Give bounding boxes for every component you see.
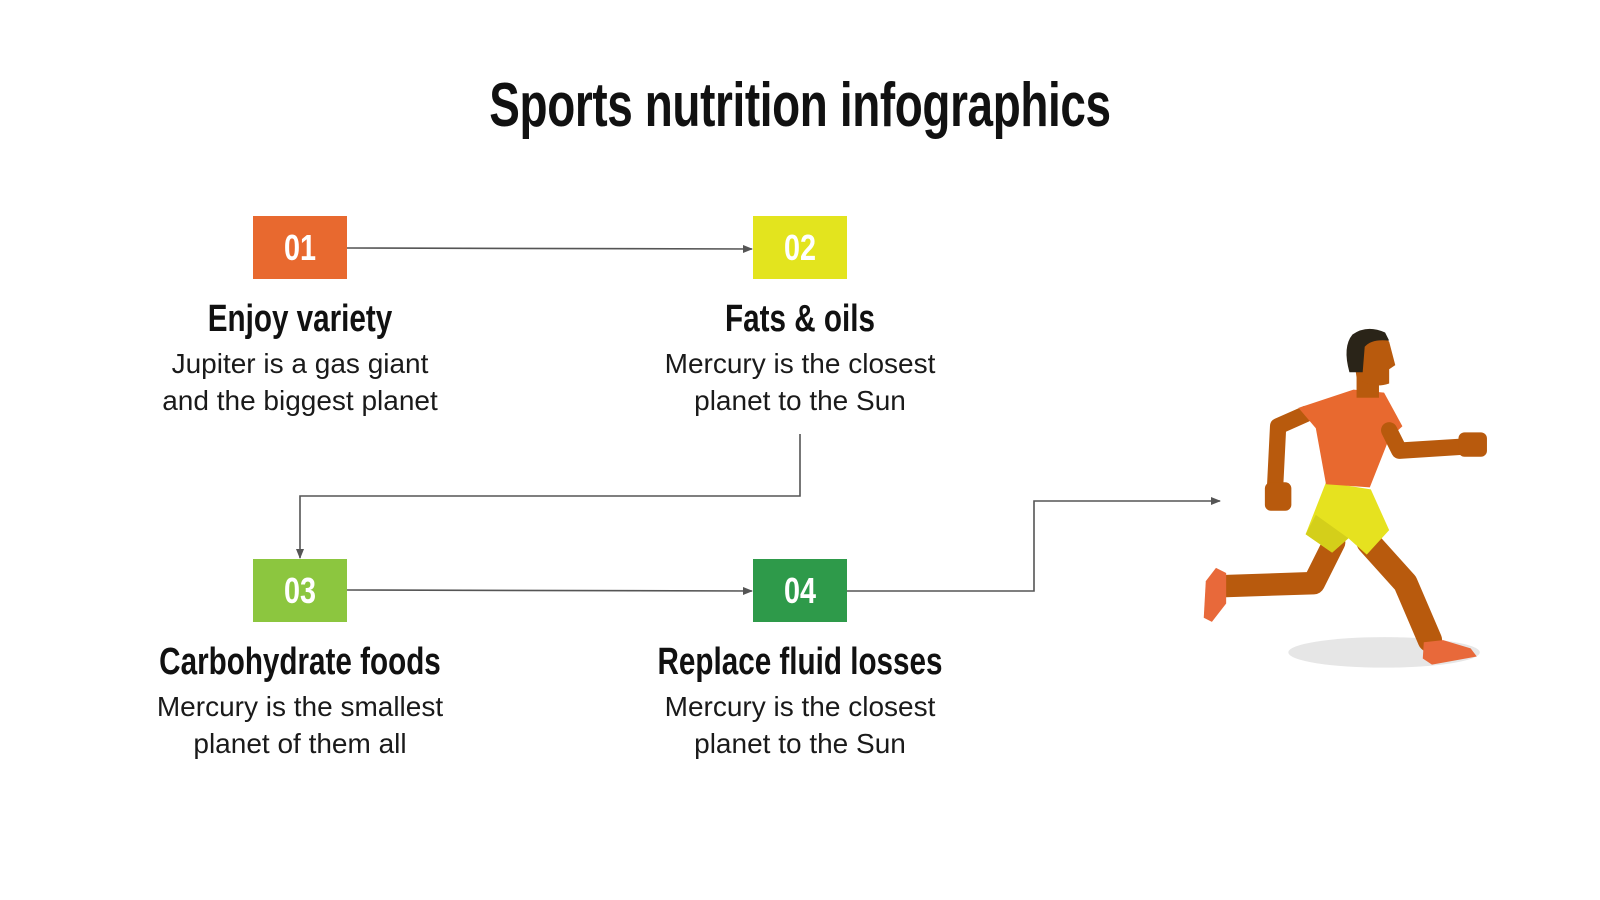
step-desc-line: Mercury is the closest [664,691,936,722]
runner-front-arm [1381,422,1472,459]
step-number-badge-02: 02 [753,216,847,279]
step-number-badge-04: 04 [753,559,847,622]
shorts-shade [1305,514,1349,553]
runner-shirt [1298,389,1403,488]
runner-back-arm [1266,405,1314,496]
step-desc-line: Mercury is the closest [664,348,936,379]
runner-back-fist [1264,482,1292,511]
runner-front-leg [1356,530,1443,653]
connector-02-03 [296,434,801,559]
step-desc-line: Mercury is the smallest [156,691,444,722]
connector-03-04 [346,586,753,595]
runner-front-shoe [1422,640,1477,665]
runner-back-leg [1210,531,1346,598]
runner-front-fist [1458,432,1487,457]
step-desc-line: Jupiter is a gas giant [171,348,429,379]
runner-back-shoe [1203,567,1227,622]
runner-illustration [1203,328,1487,668]
step-01: Enjoy variety Jupiter is a gas giant and … [90,297,510,419]
step-desc-line: planet to the Sun [694,385,906,416]
step-number-badge-03: 03 [253,559,347,622]
step-03: Carbohydrate foods Mercury is the smalle… [90,640,510,762]
connector-01-02 [346,244,753,253]
step-heading: Fats & oils [725,298,875,340]
step-heading: Carbohydrate foods [159,641,441,683]
step-04: Replace fluid losses Mercury is the clos… [590,640,1010,762]
step-number-badge-01: 01 [253,216,347,279]
step-desc-line: planet to the Sun [694,728,906,759]
runner-hair [1346,328,1390,373]
step-desc-line: and the biggest planet [162,385,438,416]
step-desc-line: planet of them all [193,728,407,759]
step-heading: Enjoy variety [207,298,393,340]
step-heading: Replace fluid losses [657,641,943,683]
page-title: Sports nutrition infographics [489,71,1111,140]
step-02: Fats & oils Mercury is the closest planet… [590,297,1010,419]
connector-04-runner [847,497,1221,592]
